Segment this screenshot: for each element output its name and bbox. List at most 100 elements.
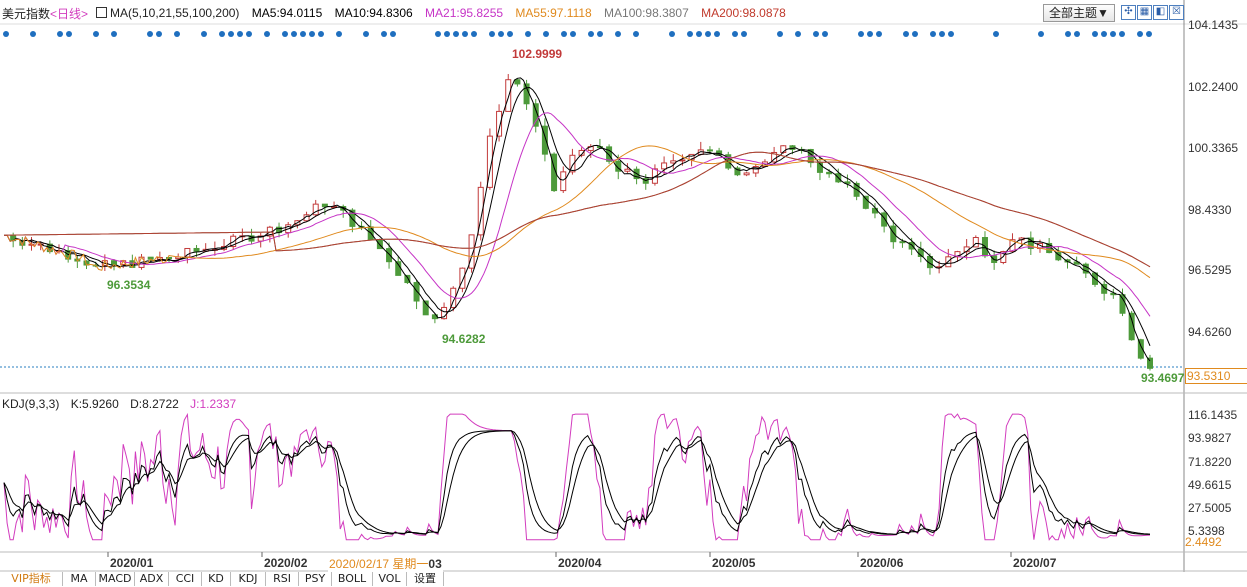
- candle-up: [743, 172, 750, 176]
- candle-down: [862, 195, 869, 209]
- candle-down: [541, 125, 548, 155]
- event-dot: [264, 31, 270, 37]
- candle-down: [193, 247, 200, 252]
- event-dot: [930, 31, 936, 37]
- price-axis-label: 102.2400: [1188, 80, 1239, 94]
- kdj-axis-label: 5.3398: [1188, 524, 1225, 538]
- tab-settings[interactable]: 设置: [407, 572, 444, 586]
- event-dot: [66, 31, 72, 37]
- event-dot: [1110, 31, 1116, 37]
- candle-up: [972, 237, 979, 248]
- kdj-axis-label: 27.5005: [1188, 501, 1232, 515]
- event-dot: [714, 31, 720, 37]
- event-dot: [525, 31, 531, 37]
- current-price-tag: 93.5310: [1185, 368, 1247, 384]
- candle-up: [312, 203, 319, 216]
- tab-macd[interactable]: MACD: [96, 572, 135, 586]
- candle-down: [514, 79, 521, 85]
- tab-ma[interactable]: MA: [63, 572, 96, 586]
- event-dot: [822, 31, 828, 37]
- period-selector[interactable]: <日线>: [50, 7, 89, 21]
- event-dot: [507, 31, 513, 37]
- tab-rsi[interactable]: RSI: [266, 572, 299, 586]
- event-dot: [561, 31, 567, 37]
- event-dot: [1038, 31, 1044, 37]
- event-dot: [1137, 31, 1143, 37]
- event-dot: [903, 31, 909, 37]
- tab-vol[interactable]: VOL: [373, 572, 407, 586]
- candle-up: [468, 234, 475, 269]
- candle-down: [111, 260, 118, 265]
- price-axis-label: 104.1435: [1188, 18, 1239, 32]
- event-dot: [615, 31, 621, 37]
- date-label: 2020/01: [110, 556, 154, 570]
- kdj-params[interactable]: KDJ(9,3,3): [2, 397, 60, 411]
- close-icon[interactable]: ☒: [1169, 5, 1184, 20]
- candle-up: [954, 251, 961, 258]
- event-dot: [201, 31, 207, 37]
- candle-up: [624, 168, 631, 172]
- price-axis-label: 98.4330: [1188, 203, 1232, 217]
- ma5-value: MA5:94.0115: [251, 6, 323, 20]
- candle-up: [578, 149, 585, 156]
- event-dot: [444, 31, 450, 37]
- tab-kdj[interactable]: KDJ: [231, 572, 266, 586]
- event-dot: [363, 31, 369, 37]
- candle-up: [486, 135, 493, 188]
- ma55-value: MA55:97.1118: [515, 6, 592, 20]
- event-dot: [570, 31, 576, 37]
- tab-boll[interactable]: BOLL: [332, 572, 373, 586]
- candle-down: [890, 225, 897, 243]
- kdj-axis-label: 93.9827: [1188, 431, 1232, 445]
- event-dot: [1101, 31, 1107, 37]
- event-dot: [381, 31, 387, 37]
- kdj-k-line: [3, 430, 1150, 535]
- event-dot: [156, 31, 162, 37]
- event-dot: [282, 31, 288, 37]
- ma-params[interactable]: MA(5,10,21,55,100,200): [96, 6, 239, 20]
- chart-icon[interactable]: ◧: [1153, 5, 1168, 20]
- expand-icon[interactable]: ✣: [1121, 5, 1136, 20]
- event-dot: [588, 31, 594, 37]
- grid-icon[interactable]: ▦: [1137, 5, 1152, 20]
- candle-down: [615, 160, 622, 172]
- event-dot: [3, 31, 9, 37]
- tab-psy[interactable]: PSY: [299, 572, 332, 586]
- candle-down: [1119, 294, 1126, 314]
- event-dot: [435, 31, 441, 37]
- candle-down: [606, 146, 613, 162]
- candle-down: [551, 153, 558, 192]
- candle-down: [1137, 339, 1144, 359]
- event-dot: [30, 31, 36, 37]
- high-price-marker: 102.9999: [512, 47, 563, 61]
- low-price-marker: 96.3534: [107, 278, 151, 292]
- tab-cci[interactable]: CCI: [169, 572, 202, 586]
- event-dot: [876, 31, 882, 37]
- theme-selector-button[interactable]: 全部主题▼: [1043, 4, 1115, 22]
- candle-up: [441, 306, 448, 320]
- event-dot: [318, 31, 324, 37]
- event-dot: [1074, 31, 1080, 37]
- kdj-d-value: D:8.2722: [130, 397, 179, 411]
- event-dot: [939, 31, 945, 37]
- event-dot: [489, 31, 495, 37]
- instrument-title[interactable]: 美元指数<日线>: [2, 5, 88, 22]
- event-dot: [993, 31, 999, 37]
- candle-up: [560, 171, 567, 192]
- event-dot: [1092, 31, 1098, 37]
- kdj-d-line: [3, 430, 1151, 535]
- event-dot: [705, 31, 711, 37]
- price-axis-label: 96.5295: [1188, 263, 1232, 277]
- event-dot: [633, 31, 639, 37]
- tab-kd[interactable]: KD: [202, 572, 231, 586]
- event-dot: [57, 31, 63, 37]
- event-dot: [858, 31, 864, 37]
- date-label: 2020/06: [860, 556, 904, 570]
- ma5-line: [3, 77, 1151, 362]
- tab-vip[interactable]: VIP指标: [0, 572, 63, 586]
- checkbox-icon[interactable]: [96, 7, 107, 18]
- candle-down: [413, 282, 420, 302]
- tab-adx[interactable]: ADX: [135, 572, 169, 586]
- event-dot: [669, 31, 675, 37]
